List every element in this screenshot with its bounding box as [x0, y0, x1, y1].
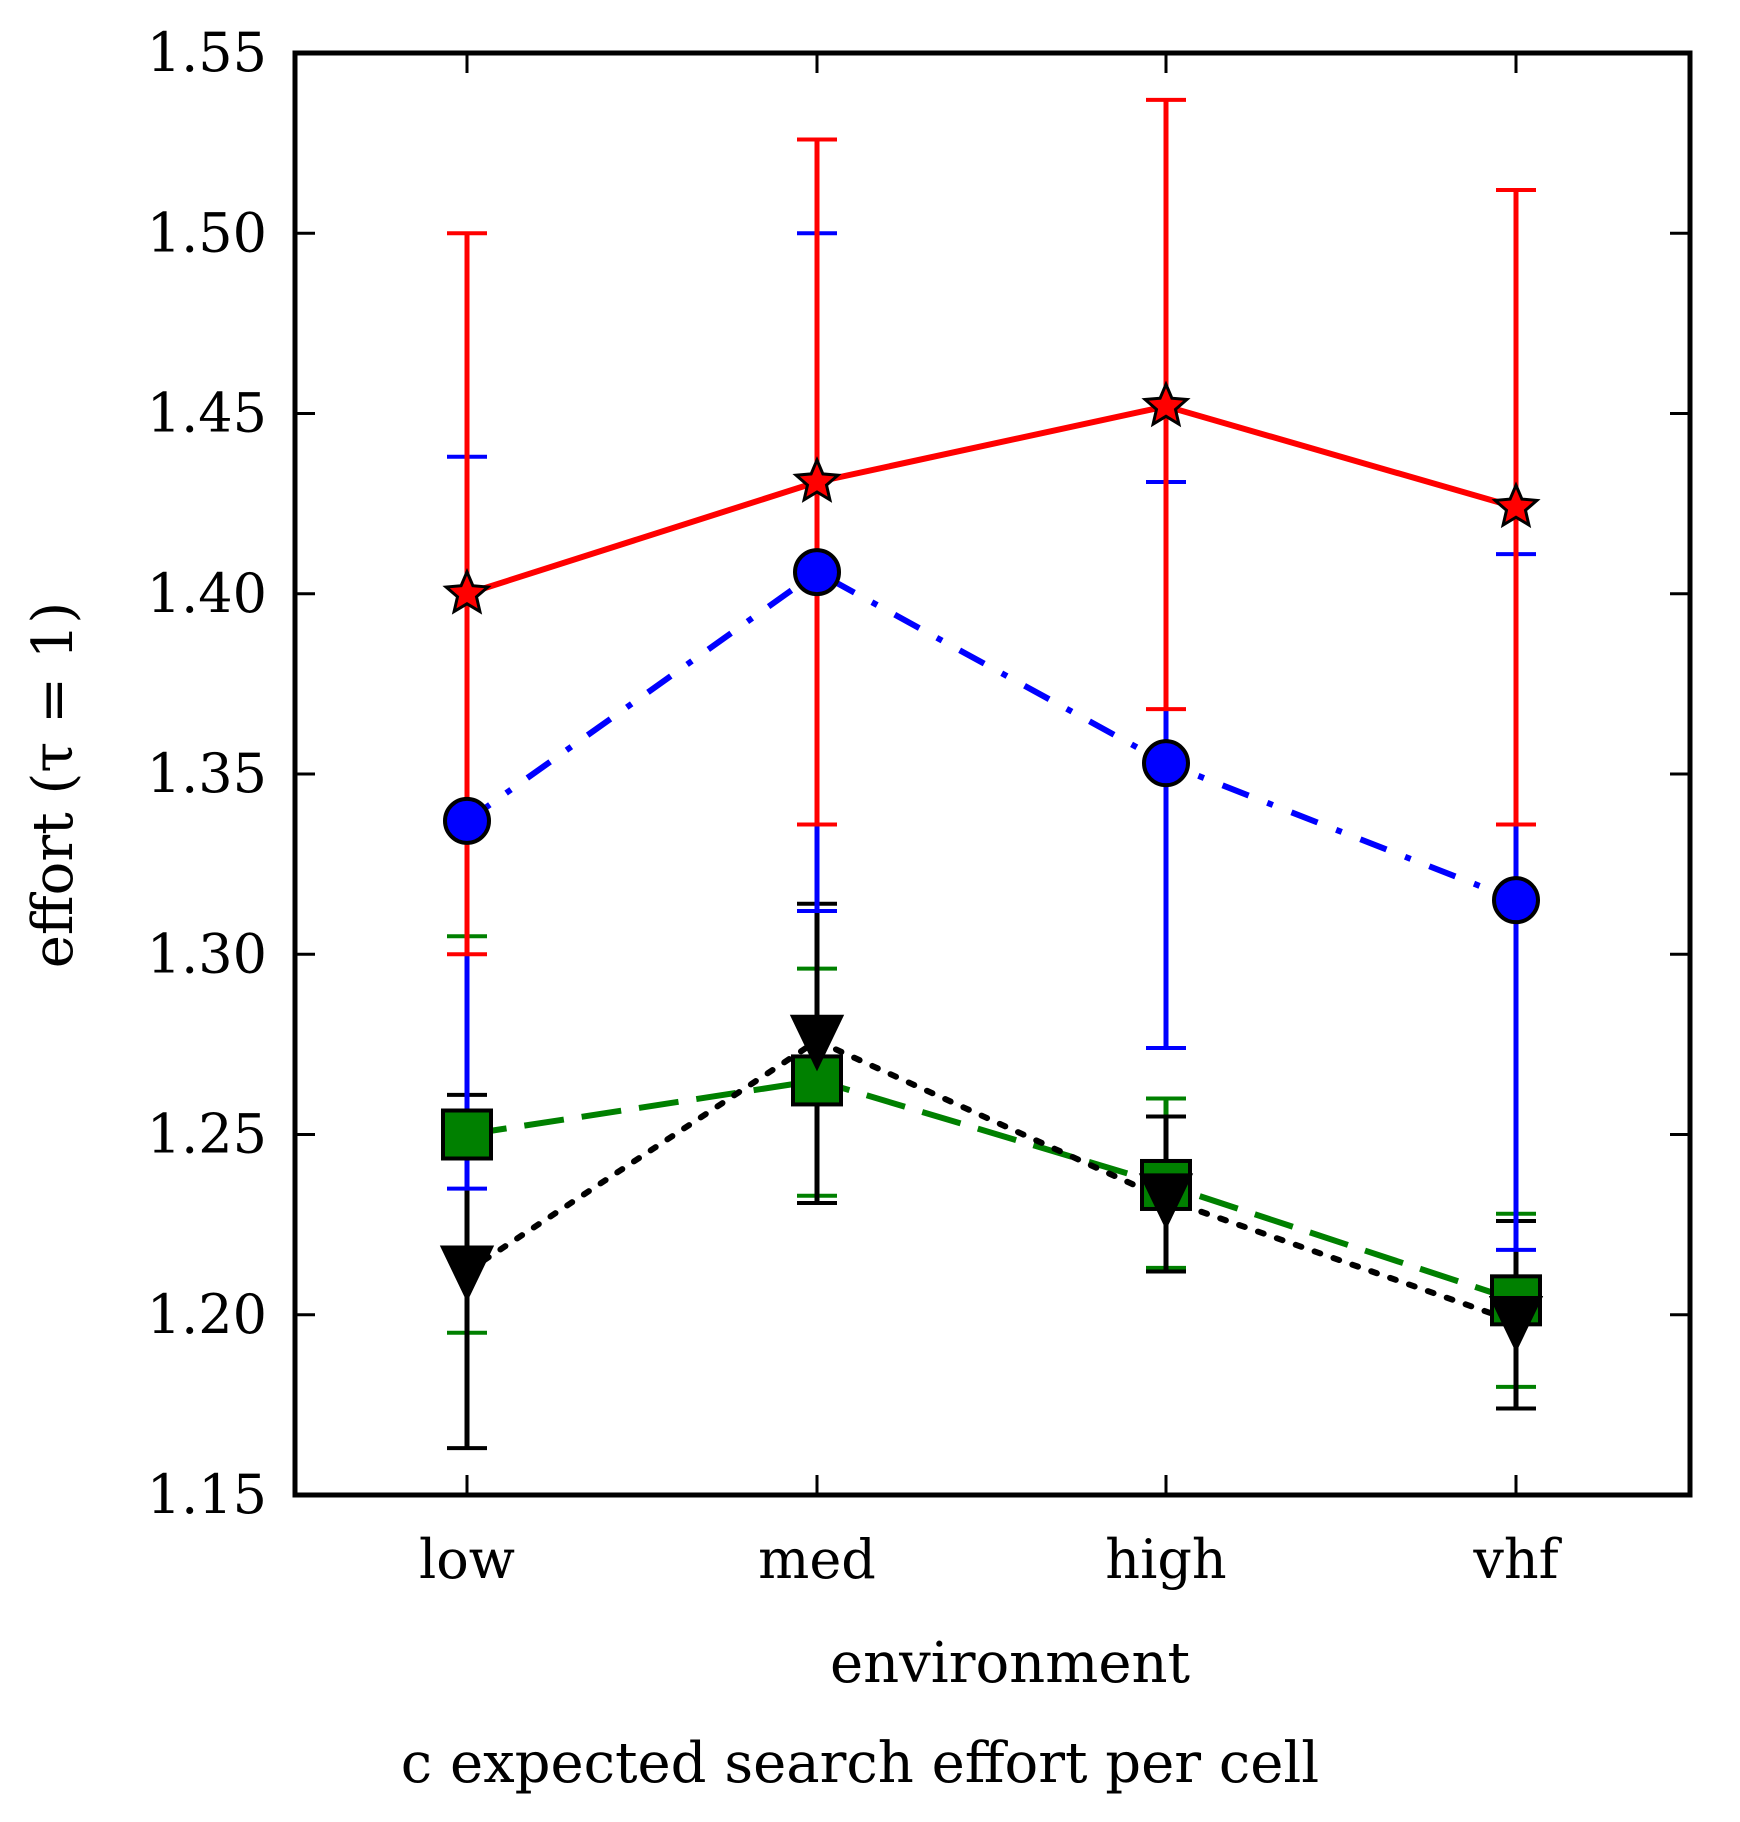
- x-axis-label: environment: [830, 1631, 1191, 1696]
- y-tick-label: 1.40: [147, 562, 267, 625]
- data-point: [443, 796, 491, 845]
- series-line: [466, 1077, 1517, 1304]
- x-ticks: low med high vhf: [419, 53, 1563, 1591]
- x-tick-label: med: [758, 1528, 876, 1591]
- series-line: [464, 1037, 1519, 1325]
- series-line: [466, 403, 1517, 597]
- y-tick-label: 1.35: [147, 742, 267, 805]
- series-layer: [439, 97, 1544, 1451]
- data-point: [792, 456, 842, 503]
- y-tick-label: 1.25: [147, 1103, 267, 1166]
- y-tick-label: 1.15: [147, 1463, 267, 1526]
- y-tick-label: 1.30: [147, 922, 267, 985]
- y-tick-label: 1.50: [147, 201, 267, 264]
- plot-frame: [292, 50, 1693, 1498]
- series-markers: [439, 380, 1544, 1353]
- x-tick-label: vhf: [1472, 1528, 1562, 1591]
- series-line: [465, 568, 1518, 903]
- data-point: [1142, 739, 1190, 788]
- series-lines: [464, 403, 1519, 1325]
- y-axis-label: effort (τ = 1): [21, 602, 86, 969]
- data-point: [1492, 876, 1540, 925]
- data-point: [1488, 1295, 1544, 1353]
- x-tick-label: low: [419, 1528, 515, 1591]
- data-point: [1491, 481, 1541, 529]
- x-tick-label: high: [1105, 1528, 1226, 1591]
- data-point: [439, 1245, 495, 1303]
- data-point: [1138, 1173, 1194, 1231]
- y-ticks: 1.15 1.20 1.25 1.30 1.35 1.40 1.45 1.50 1.55: [147, 21, 1690, 1526]
- y-tick-label: 1.45: [147, 382, 267, 445]
- error-bars: [447, 97, 1536, 1451]
- y-tick-label: 1.55: [147, 21, 267, 84]
- data-point: [442, 567, 492, 615]
- data-point: [441, 1108, 493, 1161]
- data-point: [793, 548, 841, 597]
- chart-caption: c expected search effort per cell: [401, 1731, 1319, 1796]
- data-point: [789, 1014, 845, 1072]
- y-tick-label: 1.20: [147, 1283, 267, 1346]
- data-point: [1141, 380, 1191, 428]
